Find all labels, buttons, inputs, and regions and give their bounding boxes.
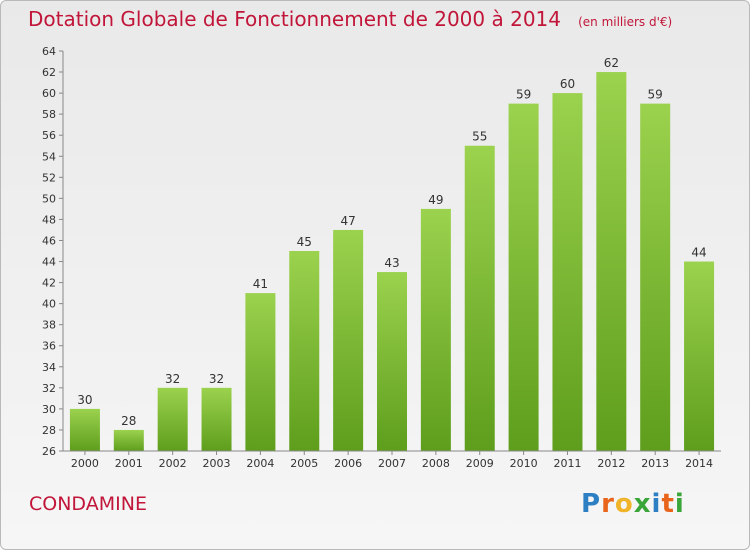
data-label-2014: 44 <box>691 246 706 260</box>
x-tick-label-2009: 2009 <box>466 457 494 470</box>
bar-2010 <box>508 103 539 451</box>
data-label-2009: 55 <box>472 130 487 144</box>
logo-letter: i <box>651 489 662 519</box>
y-axis: 26 28 30 32 34 36 38 40 42 44 46 48 50 52 54 56 58 60 62 64 <box>42 45 64 458</box>
x-axis: 2000 2001 2002 2003 2004 2005 2006 2007 2008 2009… <box>63 450 721 470</box>
bar-2006 <box>333 229 364 451</box>
bar-2003 <box>201 387 232 451</box>
x-tick-label-2005: 2005 <box>290 457 318 470</box>
x-tick-label-2011: 2011 <box>553 457 581 470</box>
x-tick-label-2008: 2008 <box>422 457 450 470</box>
bar-2012 <box>596 72 627 451</box>
y-tick-label: 58 <box>42 108 56 121</box>
x-tick-label-2007: 2007 <box>378 457 406 470</box>
y-tick-label: 56 <box>42 129 56 142</box>
x-tick-label-2012: 2012 <box>597 457 625 470</box>
x-tick-label-2002: 2002 <box>159 457 187 470</box>
data-label-2007: 43 <box>384 256 399 270</box>
data-label-2011: 60 <box>560 77 575 91</box>
bars: 30 28 32 32 41 45 47 43 49 55 59 60 62 59 44 <box>69 56 715 452</box>
data-label-2008: 49 <box>428 193 443 207</box>
y-tick-label: 32 <box>42 382 56 395</box>
y-tick-label: 46 <box>42 234 56 247</box>
data-label-2005: 45 <box>297 235 312 249</box>
data-label-2006: 47 <box>340 214 355 228</box>
y-tick-label: 40 <box>42 298 56 311</box>
x-tick-label-2013: 2013 <box>641 457 669 470</box>
x-tick-label-2006: 2006 <box>334 457 362 470</box>
y-tick-label: 64 <box>42 45 56 58</box>
y-tick-label: 36 <box>42 340 56 353</box>
y-tick-label: 52 <box>42 171 56 184</box>
y-tick-label: 28 <box>42 424 56 437</box>
bar-2000 <box>69 408 100 451</box>
logo-letter: x <box>633 489 652 519</box>
logo-letter: r <box>601 489 615 519</box>
data-label-2000: 30 <box>77 393 92 407</box>
bar-2007 <box>377 272 407 451</box>
x-tick-label-2003: 2003 <box>203 457 231 470</box>
bar-2009 <box>464 145 495 451</box>
bar-2013 <box>640 103 671 451</box>
x-tick-label-2010: 2010 <box>510 457 538 470</box>
logo-letter: P <box>581 489 602 519</box>
y-tick-label: 50 <box>42 192 56 205</box>
logo-letter: o <box>614 489 634 519</box>
bar-2002 <box>157 387 188 451</box>
bar-2008 <box>420 208 451 451</box>
y-tick-label: 62 <box>42 66 56 79</box>
commune-name: CONDAMINE <box>29 493 147 515</box>
bar-2005 <box>289 251 320 451</box>
data-label-2003: 32 <box>209 372 224 386</box>
bar-2011 <box>552 93 583 452</box>
x-tick-label-2004: 2004 <box>246 457 274 470</box>
chart-title-block: Dotation Globale de Fonctionnement de 20… <box>28 7 672 31</box>
proxiti-logo: Proxiti <box>581 489 685 519</box>
data-label-2010: 59 <box>516 88 531 102</box>
data-label-2012: 62 <box>604 56 619 70</box>
chart-unit: (en milliers d'€) <box>578 15 673 29</box>
bar-2001 <box>113 429 144 451</box>
logo-letter: i <box>674 489 685 519</box>
y-tick-label: 38 <box>42 319 56 332</box>
y-tick-label: 42 <box>42 277 56 290</box>
chart-title: Dotation Globale de Fonctionnement de 20… <box>28 7 561 31</box>
y-tick-label: 30 <box>42 403 56 416</box>
y-tick-label: 48 <box>42 213 56 226</box>
x-tick-label-2001: 2001 <box>115 457 143 470</box>
data-label-2002: 32 <box>165 372 180 386</box>
y-tick-label: 34 <box>42 361 56 374</box>
logo-letter: t <box>661 489 675 519</box>
bar-2004 <box>245 293 276 451</box>
data-label-2013: 59 <box>648 88 663 102</box>
y-tick-label: 60 <box>42 87 56 100</box>
x-tick-label-2000: 2000 <box>71 457 99 470</box>
x-tick-label-2014: 2014 <box>685 457 713 470</box>
y-tick-label: 44 <box>42 256 56 269</box>
y-tick-label: 26 <box>42 445 56 458</box>
bar-2014 <box>684 261 715 451</box>
data-label-2001: 28 <box>121 414 136 428</box>
y-tick-label: 54 <box>42 150 56 163</box>
data-label-2004: 41 <box>253 277 268 291</box>
